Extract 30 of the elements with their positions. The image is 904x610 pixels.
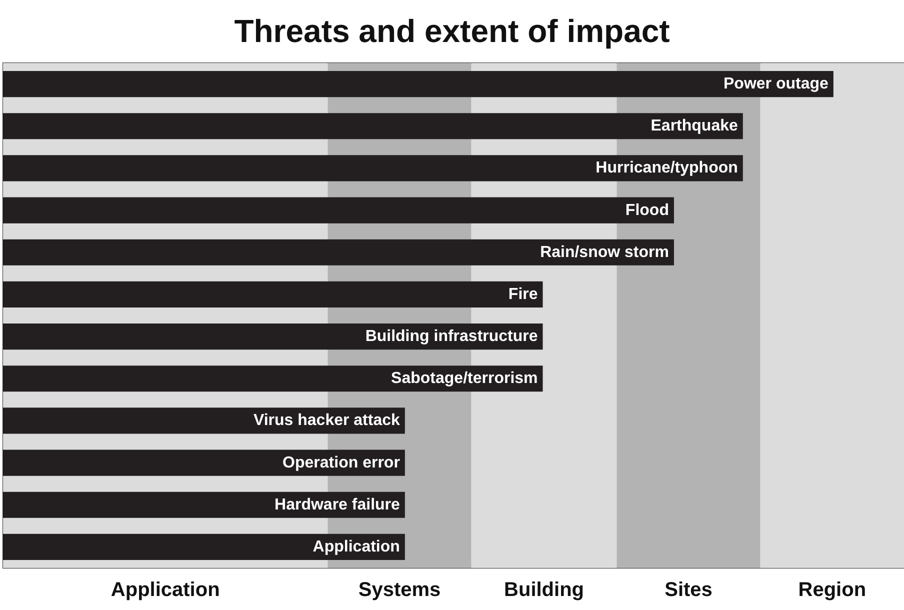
bar [3, 113, 743, 140]
y-tick-label: Operation error [282, 454, 400, 472]
bar [3, 492, 405, 518]
bar [3, 450, 405, 476]
y-tick-label: Sabotage/terrorism [391, 370, 538, 388]
band-label: Region [798, 579, 866, 601]
y-tick-label: Flood [625, 202, 669, 219]
y-tick-label: Power outage [724, 76, 829, 93]
band-label: Sites [664, 579, 712, 601]
y-tick-label: Earthquake [650, 118, 738, 135]
y-tick-label: Fire [508, 286, 538, 303]
bar [3, 408, 405, 434]
band-label: Building [504, 579, 584, 601]
bar [3, 323, 543, 350]
bar [3, 239, 674, 266]
chart-title: Threats and extent of impact [234, 13, 670, 49]
bar [3, 281, 543, 308]
bar [3, 366, 543, 392]
band-label: Systems [358, 579, 441, 601]
bar [3, 155, 743, 182]
y-tick-label: Rain/snow storm [540, 244, 669, 261]
bar [3, 534, 405, 560]
band-label: Application [110, 579, 220, 601]
bar [3, 197, 674, 224]
y-tick-label: Hardware failure [274, 496, 400, 514]
y-tick-label: Hurricane/typhoon [596, 160, 738, 177]
y-tick-label: Virus hacker attack [253, 412, 400, 430]
bar [3, 70, 834, 98]
y-tick-label: Building infrastructure [365, 328, 538, 346]
y-tick-label: Application [312, 538, 400, 556]
